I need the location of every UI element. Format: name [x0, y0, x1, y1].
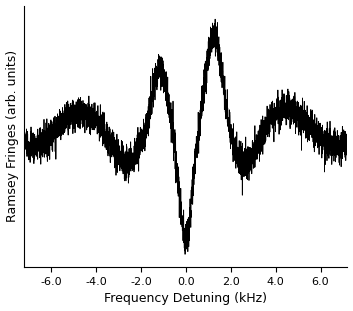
Y-axis label: Ramsey Fringes (arb. units): Ramsey Fringes (arb. units)	[6, 50, 19, 222]
X-axis label: Frequency Detuning (kHz): Frequency Detuning (kHz)	[104, 292, 267, 305]
